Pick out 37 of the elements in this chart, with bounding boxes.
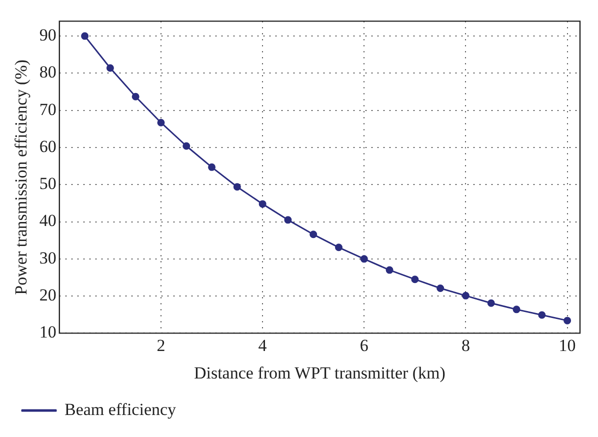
- point: [284, 216, 292, 224]
- point: [538, 311, 546, 319]
- point: [157, 118, 165, 126]
- point: [487, 299, 495, 307]
- point: [360, 255, 368, 263]
- point: [386, 266, 394, 274]
- y-tick-label: 60: [39, 136, 56, 156]
- point: [411, 276, 419, 284]
- point: [106, 64, 114, 72]
- point: [258, 200, 266, 208]
- point: [132, 92, 140, 100]
- x-tick-label: 6: [360, 336, 368, 355]
- point: [334, 244, 342, 252]
- point: [310, 230, 318, 238]
- point: [81, 32, 89, 40]
- y-tick-label: 80: [39, 62, 56, 82]
- point: [462, 292, 470, 300]
- x-tick-label: 8: [461, 336, 470, 355]
- point: [436, 284, 444, 292]
- y-tick-label: 70: [39, 100, 56, 119]
- x-tick-label: 10: [558, 336, 576, 355]
- y-tick-label: 10: [39, 322, 56, 342]
- legend-label: Beam efficiency: [64, 400, 177, 419]
- point: [233, 183, 241, 191]
- point: [512, 306, 520, 314]
- point: [182, 142, 190, 150]
- y-tick-label: 30: [39, 248, 56, 268]
- point: [208, 163, 216, 171]
- y-tick-label: 50: [39, 174, 56, 194]
- point: [564, 316, 572, 324]
- y-axis-title: Power transmission efficiency (%): [12, 60, 31, 295]
- y-tick-label: 40: [39, 211, 56, 230]
- x-axis-title: Distance from WPT transmitter (km): [194, 363, 446, 382]
- x-tick-label: 4: [258, 336, 268, 355]
- y-tick-label: 90: [39, 26, 56, 45]
- y-tick-label: 20: [39, 286, 56, 305]
- x-tick-label: 2: [156, 336, 166, 355]
